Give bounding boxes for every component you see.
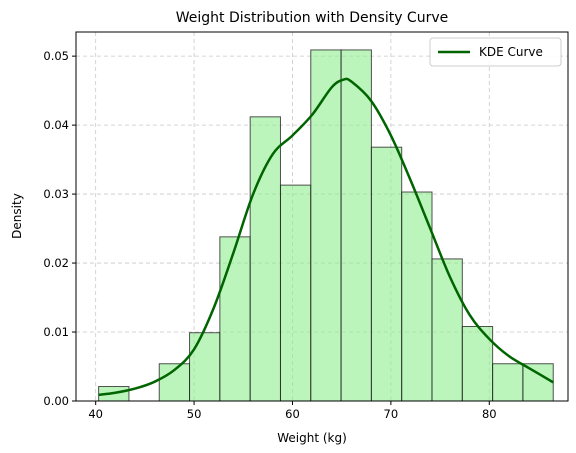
y-tick-label: 0.00	[43, 394, 69, 408]
chart-title: Weight Distribution with Density Curve	[176, 10, 448, 26]
histogram-bar	[310, 49, 342, 402]
x-tick-label: 50	[187, 407, 202, 421]
y-tick-label: 0.04	[43, 118, 69, 132]
histogram-bar	[249, 116, 281, 402]
y-axis-ticks: 0.00 0.01 0.02 0.03 0.04 0.05	[43, 49, 76, 408]
histogram-bars	[98, 49, 554, 402]
histogram-bar	[189, 332, 221, 402]
legend-label: KDE Curve	[479, 45, 543, 59]
x-tick-label: 80	[482, 407, 497, 421]
y-tick-label: 0.03	[43, 187, 69, 201]
x-axis-label: Weight (kg)	[277, 431, 347, 445]
x-tick-label: 70	[384, 407, 399, 421]
y-tick-label: 0.02	[43, 256, 69, 270]
histogram-bar	[279, 184, 312, 402]
histogram-bar	[492, 363, 524, 402]
legend: KDE Curve	[429, 37, 562, 67]
histogram-bar	[522, 363, 554, 402]
histogram-bar	[340, 49, 372, 402]
plot-frame	[75, 31, 569, 402]
histogram-bar	[219, 236, 251, 402]
histogram-bar	[401, 191, 433, 402]
kde-line-layer	[98, 77, 554, 397]
histogram-bar	[370, 146, 403, 402]
kde-curve-line	[98, 77, 554, 397]
histogram-bar	[461, 326, 494, 402]
legend-box	[429, 37, 562, 67]
x-tick-label: 40	[88, 407, 103, 421]
histogram-bar	[431, 258, 463, 402]
y-tick-label: 0.01	[43, 325, 69, 339]
x-axis-ticks: 40 50 60 70 80	[88, 401, 497, 421]
y-tick-label: 0.05	[43, 49, 69, 63]
y-axis-label: Density	[10, 193, 24, 239]
x-tick-label: 60	[285, 407, 300, 421]
